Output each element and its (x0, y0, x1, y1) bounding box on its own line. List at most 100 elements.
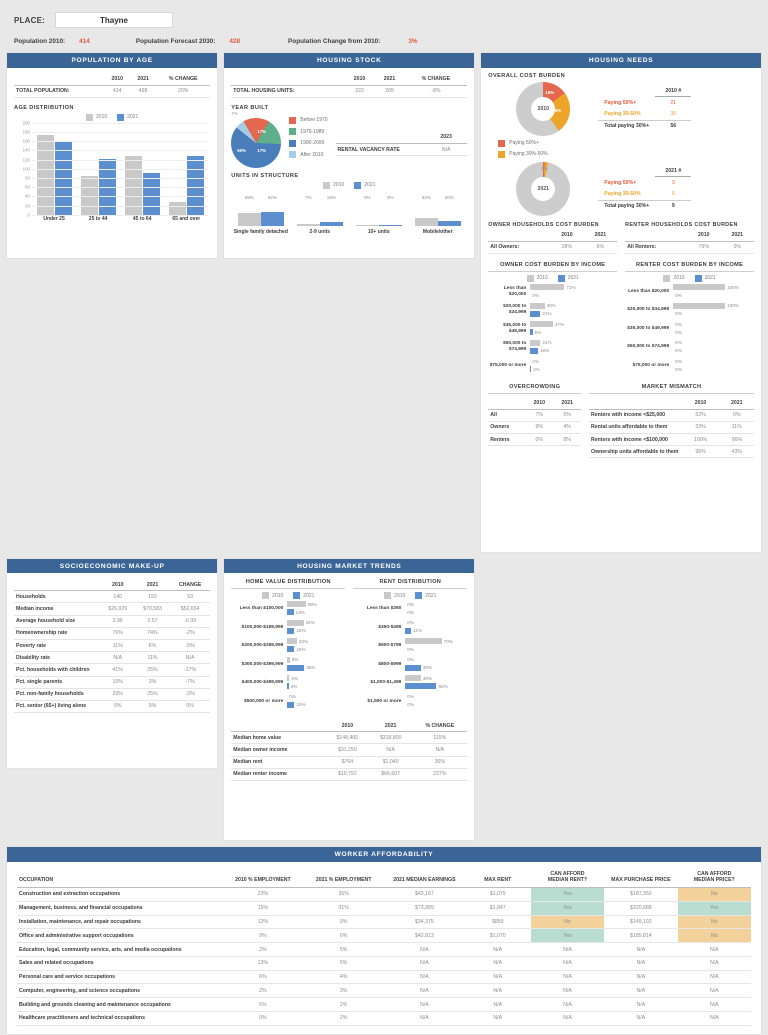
legend-swatch-2021-icon (293, 592, 301, 599)
value-2021: 13% (295, 609, 305, 615)
total-paying-label-2010: Total paying 30%+ (598, 119, 656, 132)
table-row: All Renters: 79% 0% (625, 241, 755, 254)
value-2010: 71% (566, 284, 576, 290)
panel-title-population-by-age: POPULATION BY AGE (7, 53, 218, 68)
place-input[interactable]: Thayne (54, 12, 173, 28)
worker-affordability-table: OCCUPATION 2010 % EMPLOYMENT 2021 % EMPL… (17, 867, 751, 1026)
dist-row: $75,000 or more 0% 0% (625, 358, 754, 374)
value-2021: 2% (533, 366, 540, 372)
home-value-legend: 2010 2021 (231, 592, 345, 599)
value-2010: 0% (407, 694, 414, 700)
occupation-label: Personal care and service occupations (17, 970, 223, 985)
dist-row: $20,000 to $34,999 30% 21% (488, 302, 617, 318)
row-2021: 0% (719, 409, 754, 422)
total-population-2010: 414 (104, 85, 131, 98)
population-2010-value: 414 (79, 37, 90, 45)
bar-2021 (530, 329, 533, 336)
row-2021: 5% (553, 409, 582, 422)
place-row: PLACE: Thayne (14, 10, 754, 30)
dist-row: $800-$999 0% 30% (353, 657, 467, 673)
row-2010: $764 (325, 756, 369, 769)
legend-label-paying-30-50: Paying 30%-50% (509, 151, 548, 157)
legend-swatch-icon (289, 139, 297, 147)
population-forecast-label: Population Forecast 2030: (135, 37, 216, 45)
median-earnings-2021: N/A (384, 983, 465, 999)
employment-2021: 5% (303, 942, 384, 957)
value-2010: 0% (675, 321, 682, 327)
table-row: Construction and extraction occupations … (17, 887, 751, 902)
bar-2010 (287, 638, 297, 645)
col-2021: 2021 (130, 73, 157, 86)
row-label: Renters with income <$25,000 (589, 409, 682, 422)
table-row: Sales and related occupations 13% 5% N/A… (17, 956, 751, 971)
row-label: Pct. households with children (14, 663, 101, 677)
owner-cost-burden-by-income-title: OWNER COST BURDEN BY INCOME (488, 262, 618, 272)
bar-2010 (414, 218, 438, 226)
value-2021: 0% (675, 292, 682, 298)
legend-label-2021: 2021 (127, 114, 139, 121)
units-category-label: 10+ units (367, 228, 390, 235)
row-change: -17% (169, 663, 211, 677)
col-blank (335, 131, 426, 145)
pie-slice-label-after2010: 7% (231, 110, 238, 116)
col-2021: 2021 (374, 73, 405, 86)
value-2010: 0% (675, 340, 682, 346)
max-rent: $1,847 (464, 901, 531, 916)
table-row: Median owner income $31,250 N/A N/A (231, 743, 468, 757)
header-bar: PLACE: Thayne Population 2010: 414 Popul… (6, 6, 762, 52)
units-bar-group: 7% 18% 2-9 units (290, 195, 349, 235)
can-afford-price: No (677, 887, 751, 902)
legend-label-2010: 2010 (673, 275, 685, 282)
table-row: Paying 50%+ 3 (598, 177, 691, 189)
bar-2010 (530, 339, 541, 346)
bar-group (120, 123, 164, 215)
dist-row: $50,000 to $74,999 0% 0% (625, 339, 754, 355)
table-row: Median rent $764 $1,040 36% (231, 756, 468, 769)
bar-2010 (36, 134, 54, 215)
legend-item: 1970-1989 (289, 128, 327, 136)
can-afford-price: No (677, 928, 751, 944)
max-rent: N/A (464, 942, 531, 957)
max-purchase-price: $185,814 (604, 928, 678, 944)
value-2021: 0% (675, 329, 682, 335)
overcrowding-title: OVERCROWDING (488, 384, 582, 395)
table-row: All Owners: 28% 6% (488, 241, 618, 254)
col-blank (231, 73, 345, 86)
value-2021: 0% (675, 348, 682, 354)
value-2021: 15% (296, 702, 306, 708)
dist-category-label: $300,000-$399,999 (241, 661, 284, 667)
owner-income-legend: 2010 2021 (488, 274, 617, 282)
row-label: Renters (488, 433, 526, 447)
units-in-structure-chart: 59% 62% Single family detached 7% 18% 2-9 u… (231, 195, 467, 235)
col-can-afford-rent: CAN AFFORD MEDIAN RENT? (530, 867, 605, 888)
age-distribution-chart: 200 180 160 140 120 100 80 60 40 20 0 Under 25 25 t… (14, 120, 210, 227)
population-forecast-value: 428 (229, 37, 241, 45)
dist-row: $500-$799 70% 0% (353, 638, 467, 654)
col-2021: 2021 (368, 720, 413, 733)
cost-burden-2010-row: 2010 15% 25% 2010 # Paying 50%+ 21 Paying… (488, 81, 754, 136)
home-value-distribution-title: HOME VALUE DISTRIBUTION (231, 579, 346, 589)
table-row: Median home value $148,400 $318,800 115% (231, 731, 468, 745)
row-2021: $318,800 (368, 731, 413, 745)
rental-vacancy-table: 2023 RENTAL VACANCY RATE N/A (335, 131, 468, 157)
row-change: -5% (169, 639, 211, 653)
bar-2010 (168, 202, 186, 215)
col-pct-change: % CHANGE (156, 73, 211, 86)
row-2021: 193 (135, 590, 170, 604)
table-row: TOTAL HOUSING UNITS: 222 205 -8% (231, 85, 468, 98)
dist-row: $350-$499 0% 11% (353, 620, 467, 636)
legend-label-2021: 2021 (567, 275, 579, 282)
dist-row: $1,500 or more 0% 0% (353, 694, 467, 710)
all-renters-label: All Renters: (625, 241, 687, 254)
dist-category-label: $500-$799 (378, 643, 402, 648)
y-tick: 20 (25, 203, 30, 209)
panel-title-market-trends: HOUSING MARKET TRENDS (224, 558, 475, 573)
pie-slice-label-1: 17% (257, 147, 267, 153)
panel-title-worker-affordability: WORKER AFFORDABILITY (7, 847, 761, 862)
can-afford-rent: N/A (530, 997, 605, 1013)
paying-50-plus-value-2021: 3 (671, 179, 675, 186)
market-mismatch-table: 2010 2021 Renters with income <$25,000 52% 0… (589, 397, 754, 459)
table-row: Renters 0% 8% (488, 433, 582, 447)
legend-label-2010: 2010 (272, 592, 284, 599)
row-label: Ownership units affordable to them (589, 445, 682, 459)
